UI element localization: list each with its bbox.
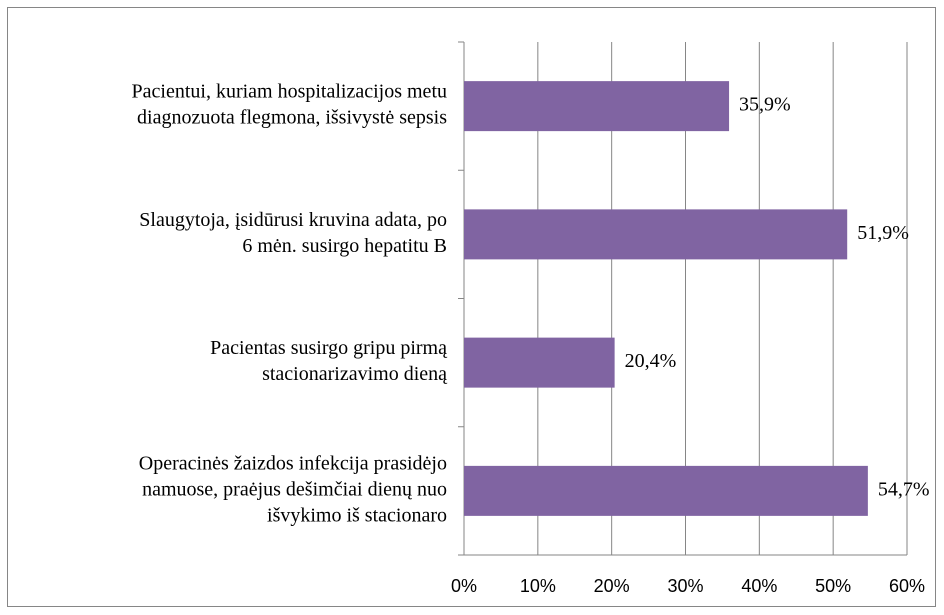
x-tick-label: 20% — [594, 576, 630, 596]
bar — [464, 465, 868, 516]
y-tick-label: Slaugytoja, įsidūrusi kruvina adata, po — [139, 209, 447, 231]
x-tick-label: 10% — [520, 576, 556, 596]
y-tick-label: namuose, praėjus dešimčiai dienų nuo — [142, 478, 447, 500]
x-tick-label: 0% — [451, 576, 477, 596]
y-tick-label: išvykimo iš stacionaro — [267, 504, 447, 526]
y-tick-label: diagnozuota flegmona, išsivystė sepsis — [137, 107, 447, 129]
y-tick-label: Operacinės žaizdos infekcija prasidėjo — [139, 452, 447, 474]
value-label: 35,9% — [739, 94, 791, 116]
x-tick-label: 40% — [741, 576, 777, 596]
value-label: 54,7% — [878, 478, 930, 500]
x-tick-label: 50% — [815, 576, 851, 596]
y-tick-label: 6 mėn. susirgo hepatitu B — [242, 235, 447, 257]
bar — [464, 209, 848, 260]
y-tick-label: stacionarizavimo dieną — [262, 363, 448, 385]
bar — [464, 337, 615, 388]
value-label: 20,4% — [625, 350, 677, 372]
y-tick-label: Pacientas susirgo gripu pirmą — [210, 337, 448, 359]
value-label: 51,9% — [857, 222, 909, 244]
x-tick-label: 30% — [667, 576, 703, 596]
bar — [464, 81, 730, 132]
y-tick-label: Pacientui, kuriam hospitalizacijos metu — [132, 81, 447, 103]
x-tick-label: 60% — [889, 576, 925, 596]
